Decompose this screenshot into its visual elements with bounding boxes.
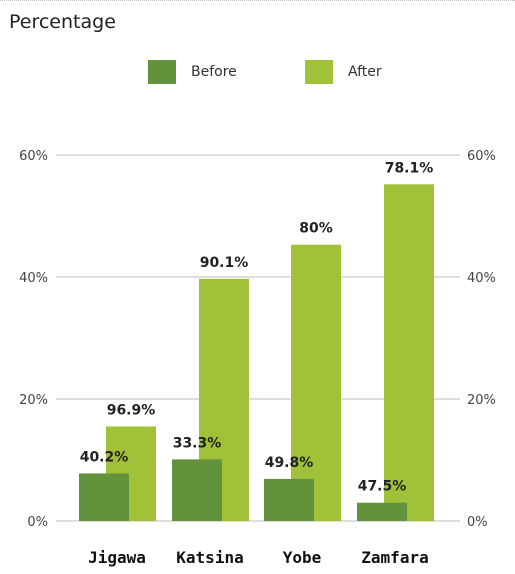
legend-label-after: After: [348, 64, 382, 80]
legend-swatch-after: [305, 60, 333, 84]
x-category-label: Zamfara: [361, 548, 428, 567]
data-label-before: 40.2%: [80, 449, 129, 465]
data-label-before: 33.3%: [173, 435, 222, 451]
x-category-label: Katsina: [176, 548, 243, 567]
top-dotted-border: [0, 0, 515, 1]
y-tick-label-left: 0%: [27, 515, 48, 530]
x-category-label: Yobe: [283, 548, 322, 567]
bar-before: [357, 502, 407, 521]
y-tick-label-right: 20%: [467, 393, 496, 408]
x-category-label: Jigawa: [88, 548, 146, 567]
data-label-after: 96.9%: [107, 402, 156, 418]
bar-before: [264, 478, 314, 521]
data-label-after: 78.1%: [385, 160, 434, 176]
data-label-before: 49.8%: [265, 455, 314, 471]
legend-swatch-before: [148, 60, 176, 84]
y-tick-label-left: 60%: [19, 149, 48, 164]
bar-after: [291, 244, 341, 522]
data-label-before: 47.5%: [358, 479, 407, 495]
y-tick-label-right: 40%: [467, 271, 496, 286]
y-tick-label-left: 40%: [19, 271, 48, 286]
y-tick-label-right: 60%: [467, 149, 496, 164]
bar-before: [172, 459, 222, 521]
y-tick-label-left: 20%: [19, 393, 48, 408]
bar-before: [79, 473, 129, 521]
data-label-after: 90.1%: [200, 255, 249, 271]
chart-title: Percentage: [9, 11, 116, 33]
y-tick-label-right: 0%: [467, 515, 488, 530]
bar-after: [384, 184, 434, 521]
legend-label-before: Before: [191, 64, 237, 80]
legend-item-after: After: [305, 60, 382, 84]
legend-item-before: Before: [148, 60, 237, 84]
data-label-after: 80%: [299, 221, 333, 237]
